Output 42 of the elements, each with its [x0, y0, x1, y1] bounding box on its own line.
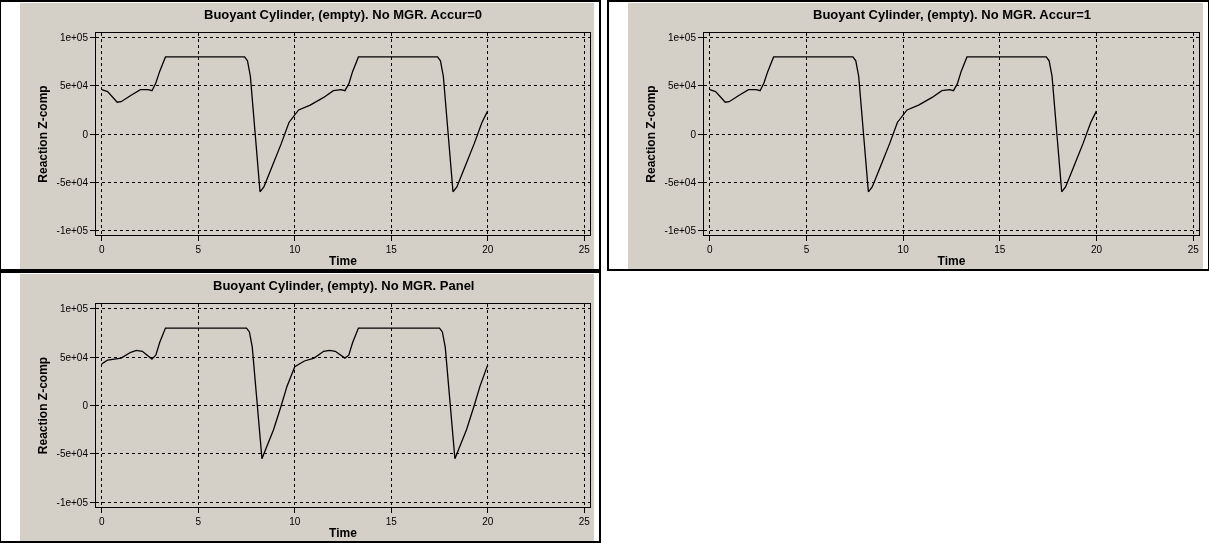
x-axis-title: Time — [937, 254, 966, 269]
y-tick-label: -1e+05 — [56, 224, 89, 236]
y-axis-title: Reaction Z-comp — [35, 356, 50, 455]
x-tick-label: 25 — [578, 244, 591, 256]
x-tick-label: 25 — [1187, 244, 1200, 256]
x-tick-label: 5 — [195, 244, 202, 256]
x-tick-label: 0 — [707, 244, 714, 256]
x-tick-label: 20 — [482, 244, 494, 256]
y-axis-title: Reaction Z-comp — [643, 85, 658, 183]
x-tick-label: 0 — [99, 516, 106, 528]
x-tick-label: 15 — [385, 244, 398, 256]
chart-title: Buoyant Cylinder, (empty). No MGR. Accur=0 — [204, 7, 482, 22]
y-axis-title: Reaction Z-comp — [35, 85, 50, 183]
y-tick-label: 0 — [82, 128, 89, 140]
x-axis-title: Time — [329, 526, 358, 541]
y-tick-label: -5e+04 — [56, 448, 89, 460]
x-tick-label: 20 — [482, 516, 494, 528]
y-tick-label: 5e+04 — [59, 351, 89, 363]
chart-title: Buoyant Cylinder, (empty). No MGR. Accur=1 — [813, 7, 1091, 22]
x-tick-label: 10 — [289, 244, 301, 256]
x-axis-title: Time — [329, 254, 358, 269]
x-tick-label: 5 — [803, 244, 810, 256]
x-tick-label: 20 — [1090, 244, 1103, 256]
y-tick-label: 0 — [82, 400, 89, 411]
x-tick-label: 15 — [994, 244, 1006, 256]
x-tick-label: 25 — [578, 516, 591, 528]
chart-title: Buoyant Cylinder, (empty). No MGR. Panel — [213, 278, 475, 293]
x-tick-label: 5 — [195, 516, 202, 528]
x-tick-label: 10 — [289, 516, 301, 528]
x-tick-label: 10 — [897, 244, 910, 256]
y-tick-label: -5e+04 — [664, 176, 697, 188]
y-tick-label: -1e+05 — [664, 224, 697, 236]
y-tick-label: -5e+04 — [56, 176, 89, 188]
y-tick-label: 1e+05 — [59, 303, 89, 315]
y-tick-label: 1e+05 — [59, 32, 89, 44]
y-tick-label: 5e+04 — [59, 80, 89, 92]
x-tick-label: 0 — [99, 244, 106, 256]
x-tick-label: 15 — [385, 516, 398, 528]
y-tick-label: -1e+05 — [56, 496, 89, 508]
y-tick-label: 0 — [690, 128, 697, 140]
y-tick-label: 1e+05 — [667, 32, 697, 44]
y-tick-label: 5e+04 — [667, 80, 697, 92]
